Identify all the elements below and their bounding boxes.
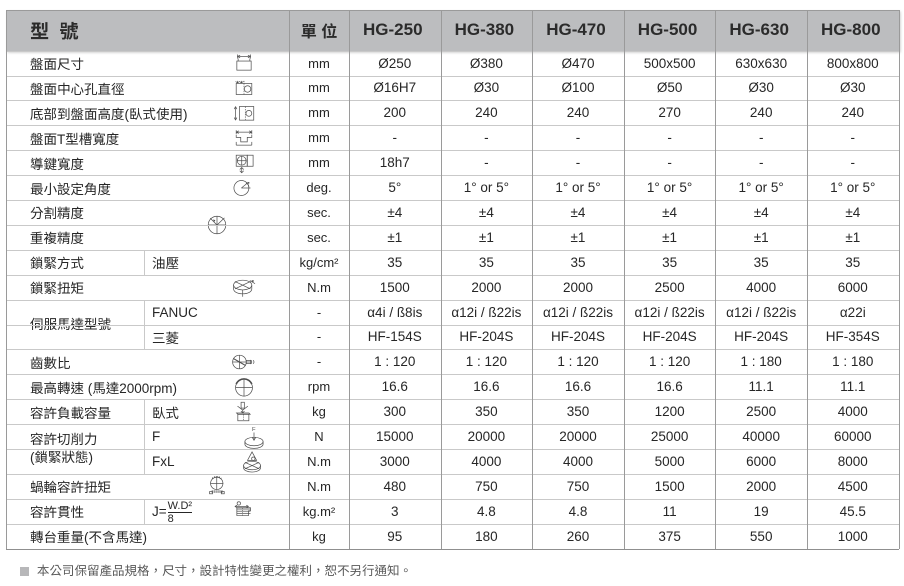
svg-text:F: F	[252, 427, 256, 433]
